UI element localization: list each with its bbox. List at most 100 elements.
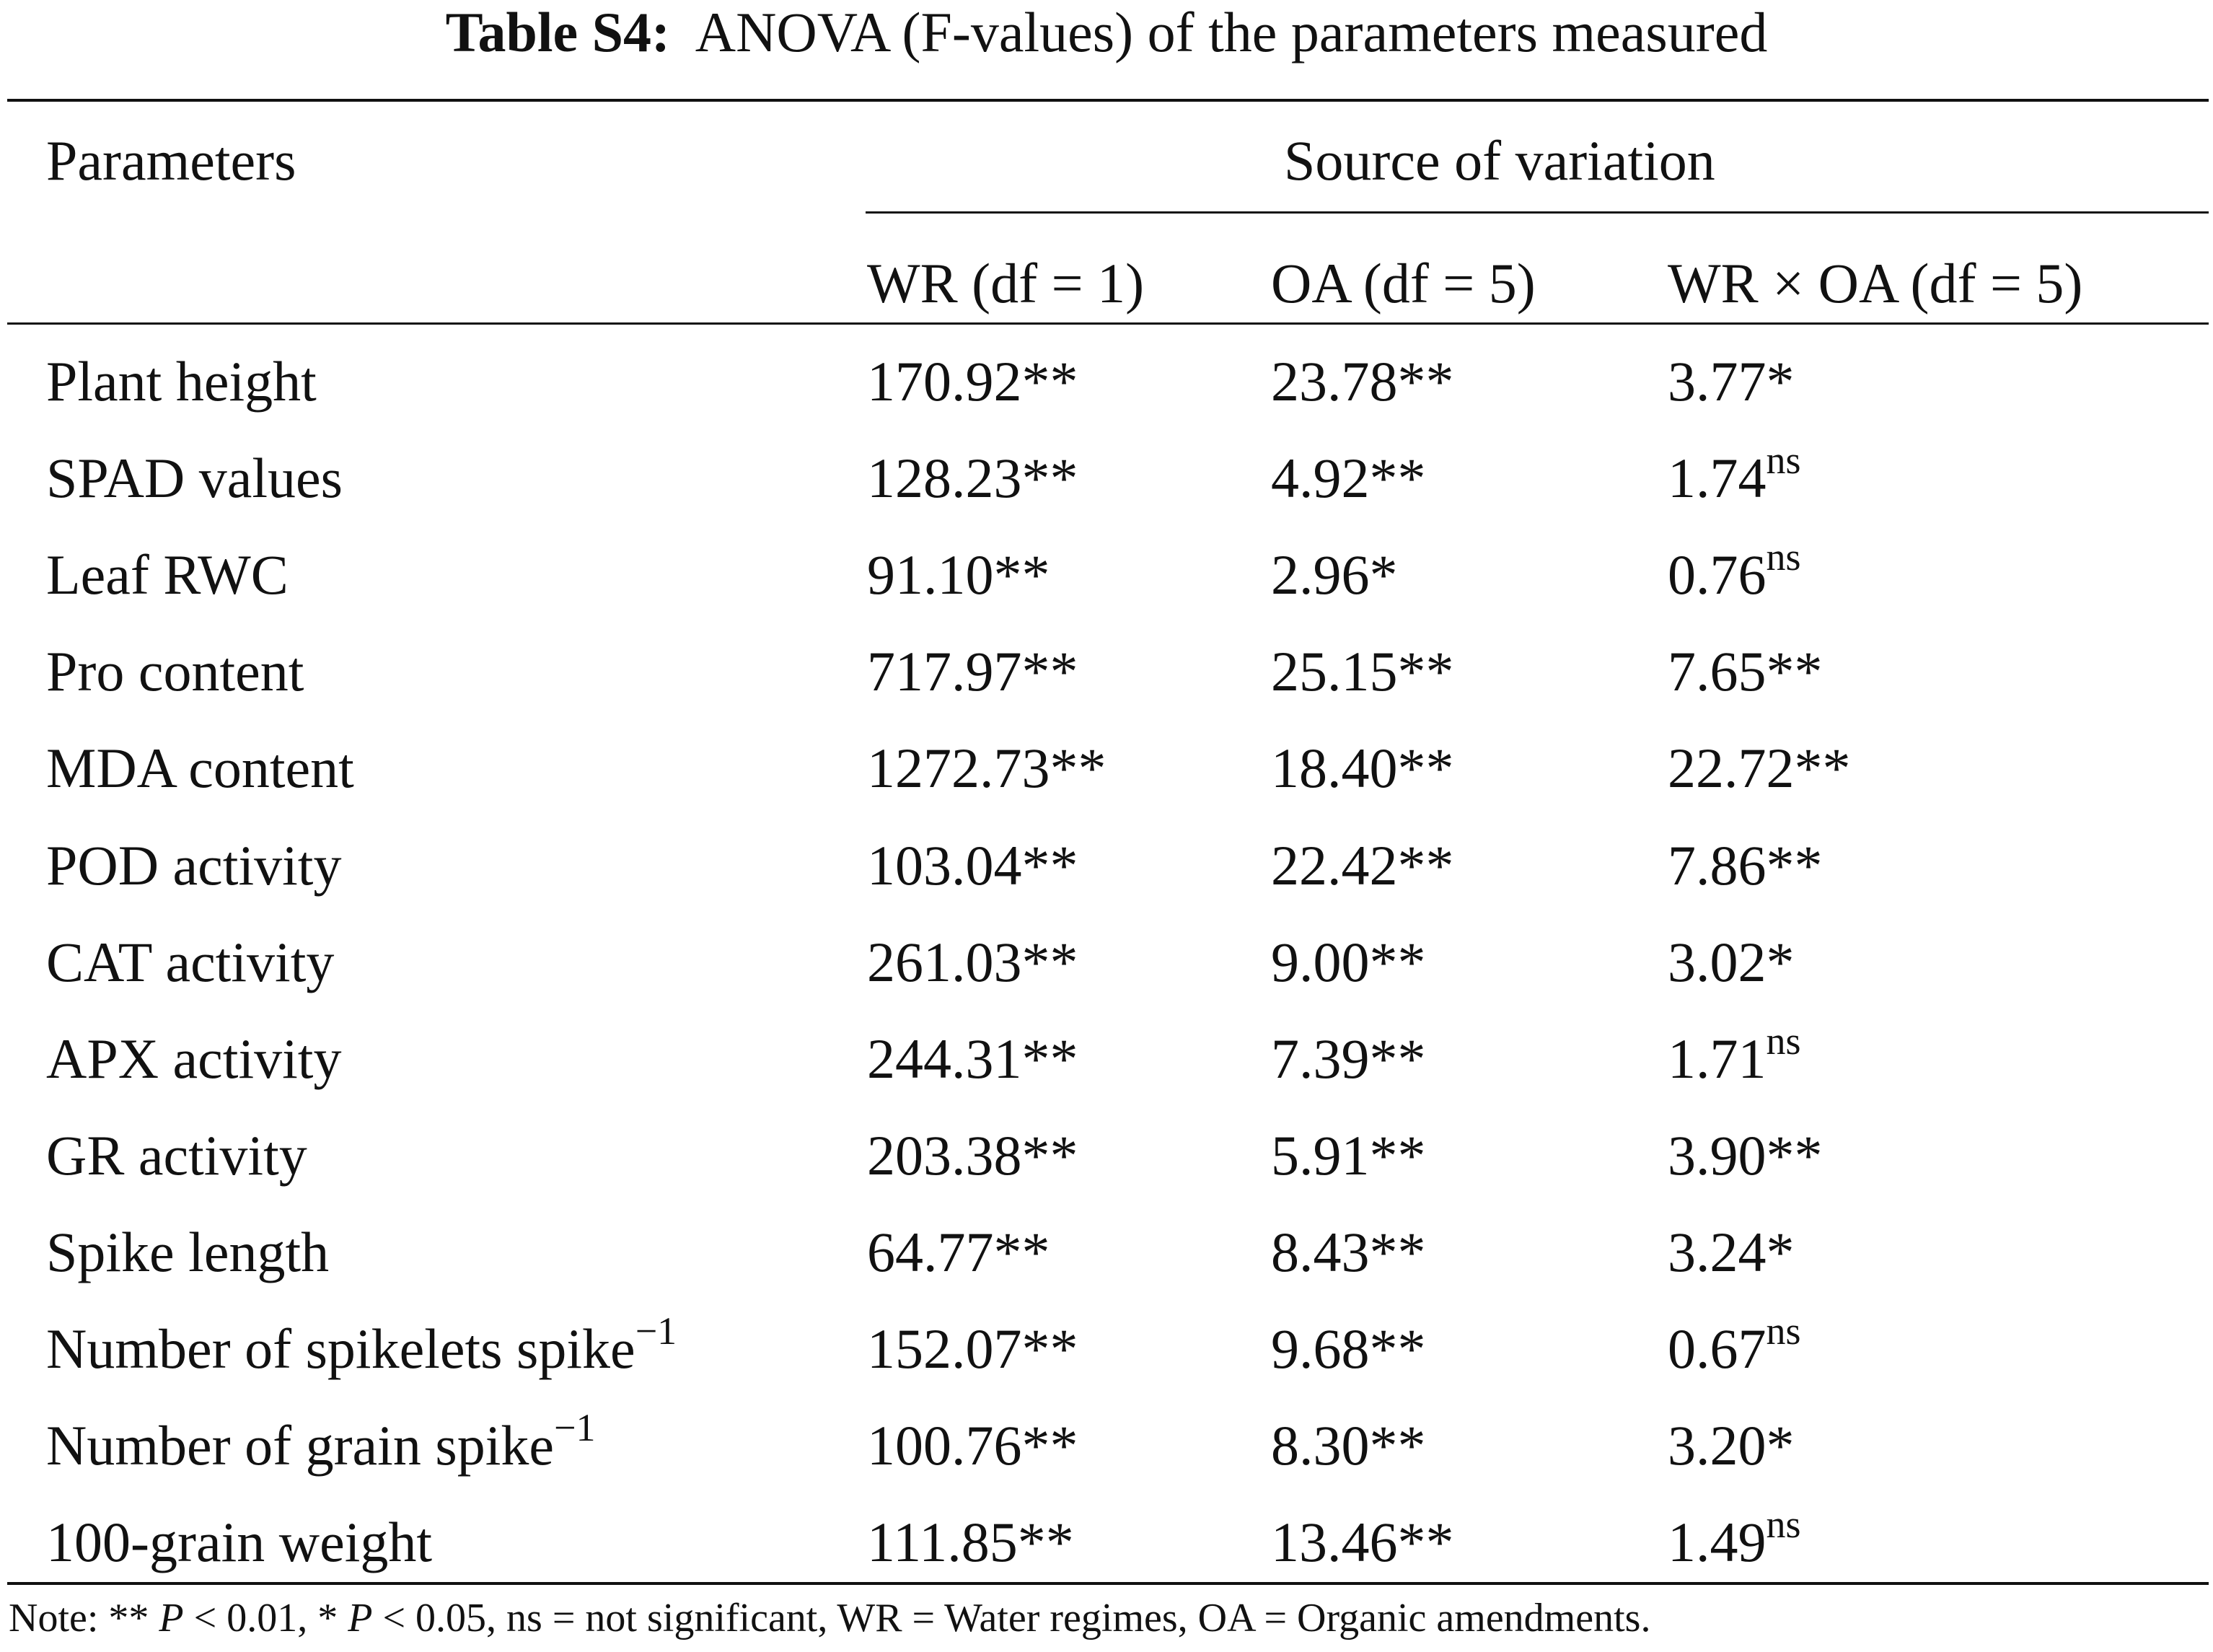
cell-oa-value: 7.39** xyxy=(1271,1027,1426,1090)
cell-wr: 91.10** xyxy=(867,542,1050,607)
cell-parameter-value: 100-grain weight xyxy=(46,1511,433,1573)
header-rule xyxy=(7,322,2209,325)
cell-wr-x-oa-value: 7.65** xyxy=(1668,640,1823,703)
table-label: Table S4: xyxy=(445,1,671,63)
header-source-of-variation: Source of variation xyxy=(1284,129,1715,192)
cell-oa: 22.42** xyxy=(1271,833,1454,898)
cell-oa: 13.46** xyxy=(1271,1510,1454,1575)
cell-wr-x-oa-value: 0.67 xyxy=(1668,1317,1767,1380)
cell-wr: 128.23** xyxy=(867,446,1078,511)
cell-oa: 9.00** xyxy=(1271,930,1426,995)
cell-wr: 111.85** xyxy=(867,1510,1074,1575)
cell-oa-value: 13.46** xyxy=(1271,1511,1454,1573)
cell-wr-x-oa-superscript: ns xyxy=(1766,1019,1801,1063)
cell-oa: 8.43** xyxy=(1271,1220,1426,1285)
cell-parameter: MDA content xyxy=(46,736,354,801)
cell-parameter: CAT activity xyxy=(46,930,334,995)
cell-wr-x-oa-superscript: ns xyxy=(1766,1503,1801,1546)
cell-parameter-value: POD activity xyxy=(46,834,342,897)
cell-oa: 4.92** xyxy=(1271,446,1426,511)
cell-oa-value: 5.91** xyxy=(1271,1124,1426,1187)
cell-wr-x-oa-superscript: ns xyxy=(1766,439,1801,482)
cell-parameter: 100-grain weight xyxy=(46,1510,432,1575)
cell-wr-x-oa-value: 1.74 xyxy=(1668,447,1767,509)
cell-wr: 152.07** xyxy=(867,1317,1078,1381)
cell-wr-x-oa: 3.90** xyxy=(1668,1123,1823,1188)
cell-oa-value: 22.42** xyxy=(1271,834,1454,897)
cell-wr-value: 111.85** xyxy=(867,1511,1074,1573)
cell-wr-x-oa-value: 3.02* xyxy=(1668,931,1795,993)
cell-parameter-value: Plant height xyxy=(46,350,317,413)
cell-wr-value: 170.92** xyxy=(867,350,1078,413)
cell-parameter: GR activity xyxy=(46,1123,307,1188)
cell-parameter: Number of spikelets spike−1 xyxy=(46,1312,677,1381)
cell-wr-value: 1272.73** xyxy=(867,737,1106,799)
cell-wr-x-oa-value: 3.77* xyxy=(1668,350,1795,413)
cell-wr-x-oa: 3.02* xyxy=(1668,930,1795,995)
cell-oa-value: 18.40** xyxy=(1271,737,1454,799)
header-oa: OA (df = 5) xyxy=(1271,252,1536,315)
cell-oa-value: 9.68** xyxy=(1271,1317,1426,1380)
cell-parameter: APX activity xyxy=(46,1027,341,1091)
cell-parameter-value: Pro content xyxy=(46,640,304,703)
cell-parameter-value: CAT activity xyxy=(46,931,335,993)
cell-oa: 9.68** xyxy=(1271,1317,1426,1381)
cell-wr-value: 152.07** xyxy=(867,1317,1078,1380)
source-rule xyxy=(866,211,2209,214)
cell-parameter: Pro content xyxy=(46,639,304,704)
cell-parameter-value: GR activity xyxy=(46,1124,307,1187)
cell-parameter-value: APX activity xyxy=(46,1027,342,1090)
cell-wr: 244.31** xyxy=(867,1027,1078,1091)
cell-oa: 18.40** xyxy=(1271,736,1454,801)
cell-wr-x-oa-value: 3.90** xyxy=(1668,1124,1823,1187)
cell-oa-value: 23.78** xyxy=(1271,350,1454,413)
cell-wr-x-oa: 3.24* xyxy=(1668,1220,1795,1285)
cell-parameter-superscript: −1 xyxy=(553,1406,596,1449)
note-p-symbol: P xyxy=(159,1596,184,1640)
cell-parameter: POD activity xyxy=(46,833,341,898)
cell-wr-x-oa: 0.76ns xyxy=(1668,537,1801,607)
cell-oa: 23.78** xyxy=(1271,349,1454,414)
cell-wr-value: 203.38** xyxy=(867,1124,1078,1187)
cell-wr-x-oa-value: 22.72** xyxy=(1668,737,1851,799)
cell-wr-value: 91.10** xyxy=(867,543,1050,606)
cell-wr-x-oa: 7.86** xyxy=(1668,833,1823,898)
cell-wr: 103.04** xyxy=(867,833,1078,898)
cell-wr-value: 100.76** xyxy=(867,1414,1078,1477)
cell-wr-value: 244.31** xyxy=(867,1027,1078,1090)
cell-parameter-value: MDA content xyxy=(46,737,354,799)
cell-parameter-value: Number of grain spike xyxy=(46,1414,554,1477)
header-wr: WR (df = 1) xyxy=(867,252,1145,315)
cell-wr-x-oa: 22.72** xyxy=(1668,736,1851,801)
cell-oa: 8.30** xyxy=(1271,1413,1426,1478)
note-prefix: Note: ** xyxy=(9,1596,159,1640)
header-parameters: Parameters xyxy=(46,129,296,192)
cell-wr-value: 128.23** xyxy=(867,447,1078,509)
cell-wr: 1272.73** xyxy=(867,736,1106,801)
cell-oa: 5.91** xyxy=(1271,1123,1426,1188)
cell-wr-x-oa-value: 3.24* xyxy=(1668,1221,1795,1283)
bottom-rule xyxy=(7,1582,2209,1585)
cell-wr-x-oa-value: 1.71 xyxy=(1668,1027,1767,1090)
cell-wr-x-oa: 1.74ns xyxy=(1668,441,1801,511)
cell-wr: 64.77** xyxy=(867,1220,1050,1285)
cell-wr-x-oa-value: 0.76 xyxy=(1668,543,1767,606)
cell-wr-x-oa: 1.71ns xyxy=(1668,1021,1801,1091)
cell-oa-value: 8.43** xyxy=(1271,1221,1426,1283)
cell-parameter-superscript: −1 xyxy=(635,1309,677,1353)
cell-parameter: Plant height xyxy=(46,349,317,414)
cell-oa-value: 9.00** xyxy=(1271,931,1426,993)
cell-oa-value: 4.92** xyxy=(1271,447,1426,509)
cell-wr-value: 103.04** xyxy=(867,834,1078,897)
cell-oa: 2.96* xyxy=(1271,542,1398,607)
cell-wr: 261.03** xyxy=(867,930,1078,995)
cell-oa: 25.15** xyxy=(1271,639,1454,704)
note-p-symbol: P xyxy=(348,1596,373,1640)
cell-wr-x-oa-value: 1.49 xyxy=(1668,1511,1767,1573)
cell-oa-value: 25.15** xyxy=(1271,640,1454,703)
cell-parameter-value: Spike length xyxy=(46,1221,330,1283)
cell-wr-x-oa: 1.49ns xyxy=(1668,1505,1801,1575)
cell-oa: 7.39** xyxy=(1271,1027,1426,1091)
cell-wr-x-oa-value: 7.86** xyxy=(1668,834,1823,897)
cell-wr-x-oa: 0.67ns xyxy=(1668,1312,1801,1381)
